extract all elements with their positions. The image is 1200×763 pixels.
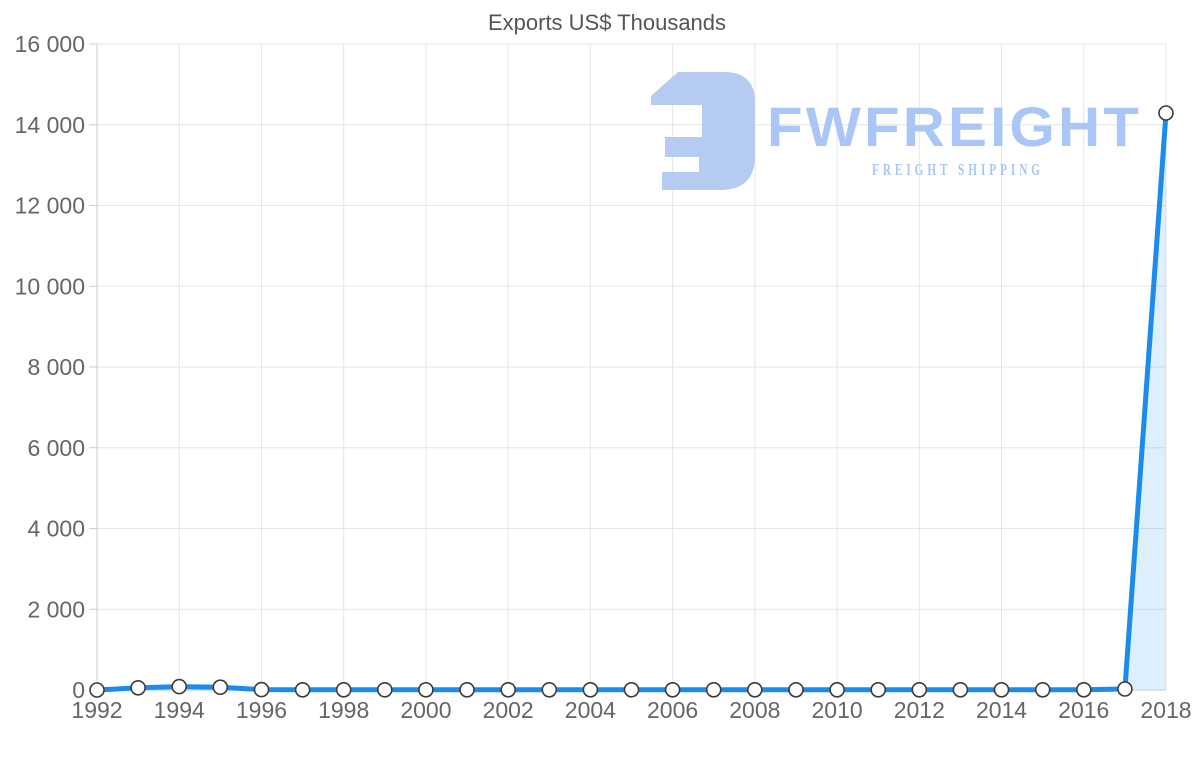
data-point-marker[interactable]: [1076, 681, 1092, 698]
y-tick-label: 16 000: [15, 31, 85, 57]
data-point-marker[interactable]: [1117, 681, 1133, 697]
series-line: [94, 110, 1169, 693]
data-point-marker[interactable]: [418, 681, 434, 698]
data-point-marker[interactable]: [253, 681, 270, 698]
exports-line: [94, 110, 1169, 693]
data-point-marker[interactable]: [541, 681, 558, 698]
data-point-marker[interactable]: [1158, 105, 1174, 121]
y-axis-labels: 0 2 000 4 000 6 000 8 000 10 000 12 000 14 000 1…: [15, 31, 85, 703]
data-point-marker[interactable]: [623, 681, 640, 698]
logo-icon: [651, 72, 755, 190]
x-tick-label: 2004: [565, 697, 616, 723]
data-point-marker[interactable]: [294, 681, 311, 698]
x-tick-label: 2006: [647, 697, 698, 723]
data-point-marker[interactable]: [829, 681, 845, 698]
x-tick-label: 1998: [318, 697, 369, 723]
y-tick-label: 10 000: [15, 273, 85, 299]
y-tick-label: 14 000: [15, 112, 85, 138]
data-point-marker[interactable]: [788, 681, 804, 698]
data-point-marker[interactable]: [952, 681, 969, 698]
x-tick-label: 2018: [1140, 697, 1191, 723]
y-axis: [89, 43, 98, 691]
x-tick-label: 2012: [894, 697, 945, 723]
logo-tagline-text: FREIGHT SHIPPING: [872, 160, 1044, 179]
y-tick-label: 8 000: [27, 354, 85, 380]
data-point-marker[interactable]: [582, 681, 599, 698]
x-tick-label: 2002: [483, 697, 534, 723]
y-tick-label: 0: [72, 677, 85, 703]
data-point-marker[interactable]: [500, 681, 517, 698]
x-tick-label: 1996: [236, 697, 287, 723]
logo-brand-text: FWFREIGHT: [767, 95, 1142, 158]
data-point-marker[interactable]: [705, 681, 722, 698]
data-point-marker[interactable]: [993, 681, 1010, 698]
data-point-marker[interactable]: [212, 679, 229, 696]
data-point-marker[interactable]: [746, 681, 763, 698]
x-tick-label: 1992: [71, 697, 122, 723]
area-fill: [97, 113, 1166, 691]
series-markers: [89, 105, 1174, 698]
x-tick-label: 2014: [976, 697, 1027, 723]
y-tick-label: 2 000: [27, 596, 85, 622]
x-tick-label: 2010: [811, 697, 862, 723]
x-axis-labels: 1992 1994 1996 1998 2000 2002 2004 2006 2008 2010…: [71, 697, 1191, 723]
data-point-marker[interactable]: [459, 681, 475, 698]
y-tick-label: 6 000: [27, 435, 85, 461]
series-area: [97, 113, 1166, 691]
x-tick-label: 2016: [1058, 697, 1109, 723]
data-point-marker[interactable]: [911, 681, 928, 698]
data-point-marker[interactable]: [664, 681, 681, 698]
data-point-marker[interactable]: [376, 681, 393, 698]
data-point-marker[interactable]: [1034, 681, 1051, 698]
watermark-logo: FWFREIGHT FREIGHT SHIPPING: [651, 72, 1142, 190]
y-tick-label: 4 000: [27, 516, 85, 542]
x-tick-label: 1994: [154, 697, 205, 723]
data-point-marker[interactable]: [171, 678, 187, 695]
y-tick-label: 12 000: [15, 193, 85, 219]
x-tick-label: 2008: [729, 697, 780, 723]
data-point-marker[interactable]: [335, 681, 352, 698]
chart-title: Exports US$ Thousands: [488, 10, 726, 35]
data-point-marker[interactable]: [870, 681, 887, 698]
data-point-marker[interactable]: [89, 682, 105, 698]
data-point-marker[interactable]: [130, 679, 146, 696]
x-tick-label: 2000: [400, 697, 451, 723]
